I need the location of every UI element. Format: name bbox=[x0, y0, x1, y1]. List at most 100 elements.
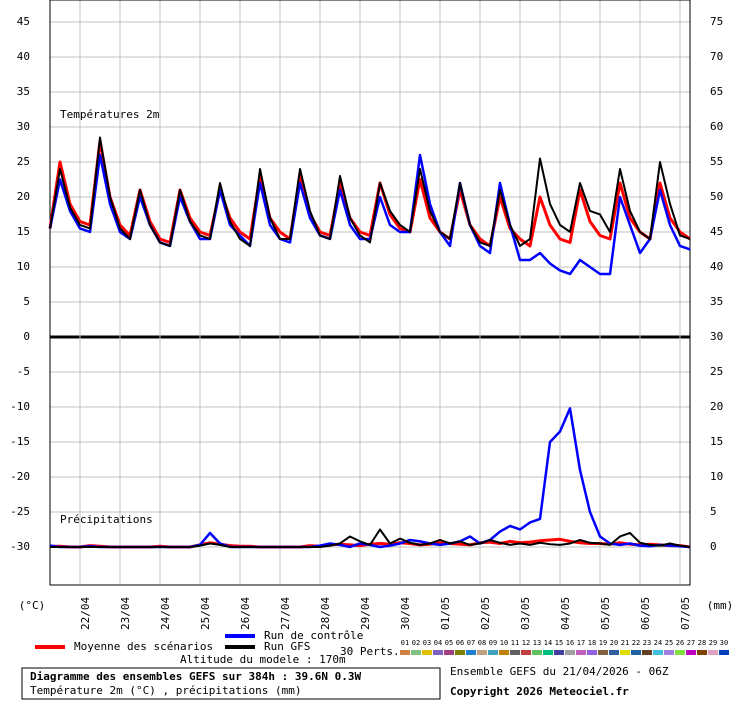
chart-subtitle: Température 2m (°C) , précipitations (mm… bbox=[30, 684, 302, 697]
y-tick-label: 25 bbox=[17, 155, 30, 168]
y-tick-label: 20 bbox=[17, 190, 30, 203]
members-label: 30 Perts. bbox=[340, 645, 400, 658]
annotation: Précipitations bbox=[60, 513, 153, 526]
y-tick-label: -10 bbox=[10, 400, 30, 413]
member-swatch bbox=[411, 650, 421, 655]
x-tick-label: 23/04 bbox=[119, 597, 132, 630]
y2-tick-label: 50 bbox=[710, 190, 723, 203]
y-tick-label: 5 bbox=[23, 295, 30, 308]
member-swatch bbox=[422, 650, 432, 655]
member-label: 20 bbox=[610, 639, 618, 647]
series-line bbox=[50, 528, 691, 548]
y-tick-label: 15 bbox=[17, 225, 30, 238]
member-label: 16 bbox=[566, 639, 574, 647]
y2-tick-label: 55 bbox=[710, 155, 723, 168]
y-tick-label: -15 bbox=[10, 435, 30, 448]
member-swatch bbox=[510, 650, 520, 655]
member-swatch bbox=[686, 650, 696, 655]
member-label: 18 bbox=[588, 639, 596, 647]
member-label: 29 bbox=[709, 639, 717, 647]
y2-axis-label: (mm) bbox=[707, 599, 734, 612]
member-label: 14 bbox=[544, 639, 552, 647]
y-tick-label: -20 bbox=[10, 470, 30, 483]
member-swatch bbox=[675, 650, 685, 655]
x-tick-label: 07/05 bbox=[679, 597, 692, 630]
y-tick-label: -30 bbox=[10, 540, 30, 553]
annotation: Ensemble GEFS du 21/04/2026 - 06Z bbox=[450, 665, 669, 678]
x-tick-label: 04/05 bbox=[559, 597, 572, 630]
member-swatch bbox=[642, 650, 652, 655]
y2-tick-label: 70 bbox=[710, 50, 723, 63]
member-swatch bbox=[433, 650, 443, 655]
member-swatch bbox=[653, 650, 663, 655]
y2-tick-label: 0 bbox=[710, 540, 717, 553]
y-tick-label: -5 bbox=[17, 365, 30, 378]
x-tick-label: 30/04 bbox=[399, 597, 412, 630]
x-tick-label: 01/05 bbox=[439, 597, 452, 630]
y2-tick-label: 25 bbox=[710, 365, 723, 378]
x-tick-label: 29/04 bbox=[359, 597, 372, 630]
member-label: 09 bbox=[489, 639, 497, 647]
annotation: Altitude du modele : 170m bbox=[180, 653, 346, 666]
y2-tick-label: 30 bbox=[710, 330, 723, 343]
member-swatch bbox=[543, 650, 553, 655]
y-axis-label: (°C) bbox=[19, 599, 46, 612]
member-swatch bbox=[455, 650, 465, 655]
annotation: Températures 2m bbox=[60, 108, 160, 121]
member-label: 04 bbox=[434, 639, 442, 647]
member-label: 27 bbox=[687, 639, 695, 647]
y2-tick-label: 15 bbox=[710, 435, 723, 448]
x-tick-label: 22/04 bbox=[79, 597, 92, 630]
member-swatch bbox=[466, 650, 476, 655]
x-tick-label: 05/05 bbox=[599, 597, 612, 630]
member-swatch bbox=[400, 650, 410, 655]
member-label: 02 bbox=[412, 639, 420, 647]
x-tick-label: 27/04 bbox=[279, 597, 292, 630]
legend-label: Run de contrôle bbox=[264, 629, 363, 642]
x-tick-label: 24/04 bbox=[159, 597, 172, 630]
member-label: 03 bbox=[423, 639, 431, 647]
member-label: 22 bbox=[632, 639, 640, 647]
x-tick-label: 02/05 bbox=[479, 597, 492, 630]
member-label: 01 bbox=[401, 639, 409, 647]
member-label: 17 bbox=[577, 639, 585, 647]
member-label: 24 bbox=[654, 639, 662, 647]
legend-label: Moyenne des scénarios bbox=[74, 640, 213, 653]
y2-tick-label: 20 bbox=[710, 400, 723, 413]
y2-tick-label: 35 bbox=[710, 295, 723, 308]
member-label: 07 bbox=[467, 639, 475, 647]
y-tick-label: 0 bbox=[23, 330, 30, 343]
y2-tick-label: 45 bbox=[710, 225, 723, 238]
y2-tick-label: 40 bbox=[710, 260, 723, 273]
member-label: 12 bbox=[522, 639, 530, 647]
member-label: 10 bbox=[500, 639, 508, 647]
member-swatch bbox=[609, 650, 619, 655]
x-tick-label: 28/04 bbox=[319, 597, 332, 630]
y2-tick-label: 75 bbox=[710, 15, 723, 28]
y2-tick-label: 5 bbox=[710, 505, 717, 518]
member-swatch bbox=[719, 650, 729, 655]
member-label: 28 bbox=[698, 639, 706, 647]
title-box bbox=[21, 667, 441, 700]
member-swatch bbox=[631, 650, 641, 655]
member-swatch bbox=[521, 650, 531, 655]
x-tick-label: 03/05 bbox=[519, 597, 532, 630]
member-swatch bbox=[499, 650, 509, 655]
y-tick-label: -25 bbox=[10, 505, 30, 518]
y2-tick-label: 60 bbox=[710, 120, 723, 133]
member-label: 26 bbox=[676, 639, 684, 647]
x-tick-label: 26/04 bbox=[239, 597, 252, 630]
member-swatch bbox=[444, 650, 454, 655]
x-tick-label: 25/04 bbox=[199, 597, 212, 630]
member-swatch bbox=[477, 650, 487, 655]
member-label: 08 bbox=[478, 639, 486, 647]
member-swatch bbox=[708, 650, 718, 655]
plot-frame bbox=[49, 0, 691, 586]
member-swatch bbox=[697, 650, 707, 655]
member-swatch bbox=[565, 650, 575, 655]
member-swatch bbox=[598, 650, 608, 655]
member-label: 11 bbox=[511, 639, 519, 647]
member-swatch bbox=[664, 650, 674, 655]
